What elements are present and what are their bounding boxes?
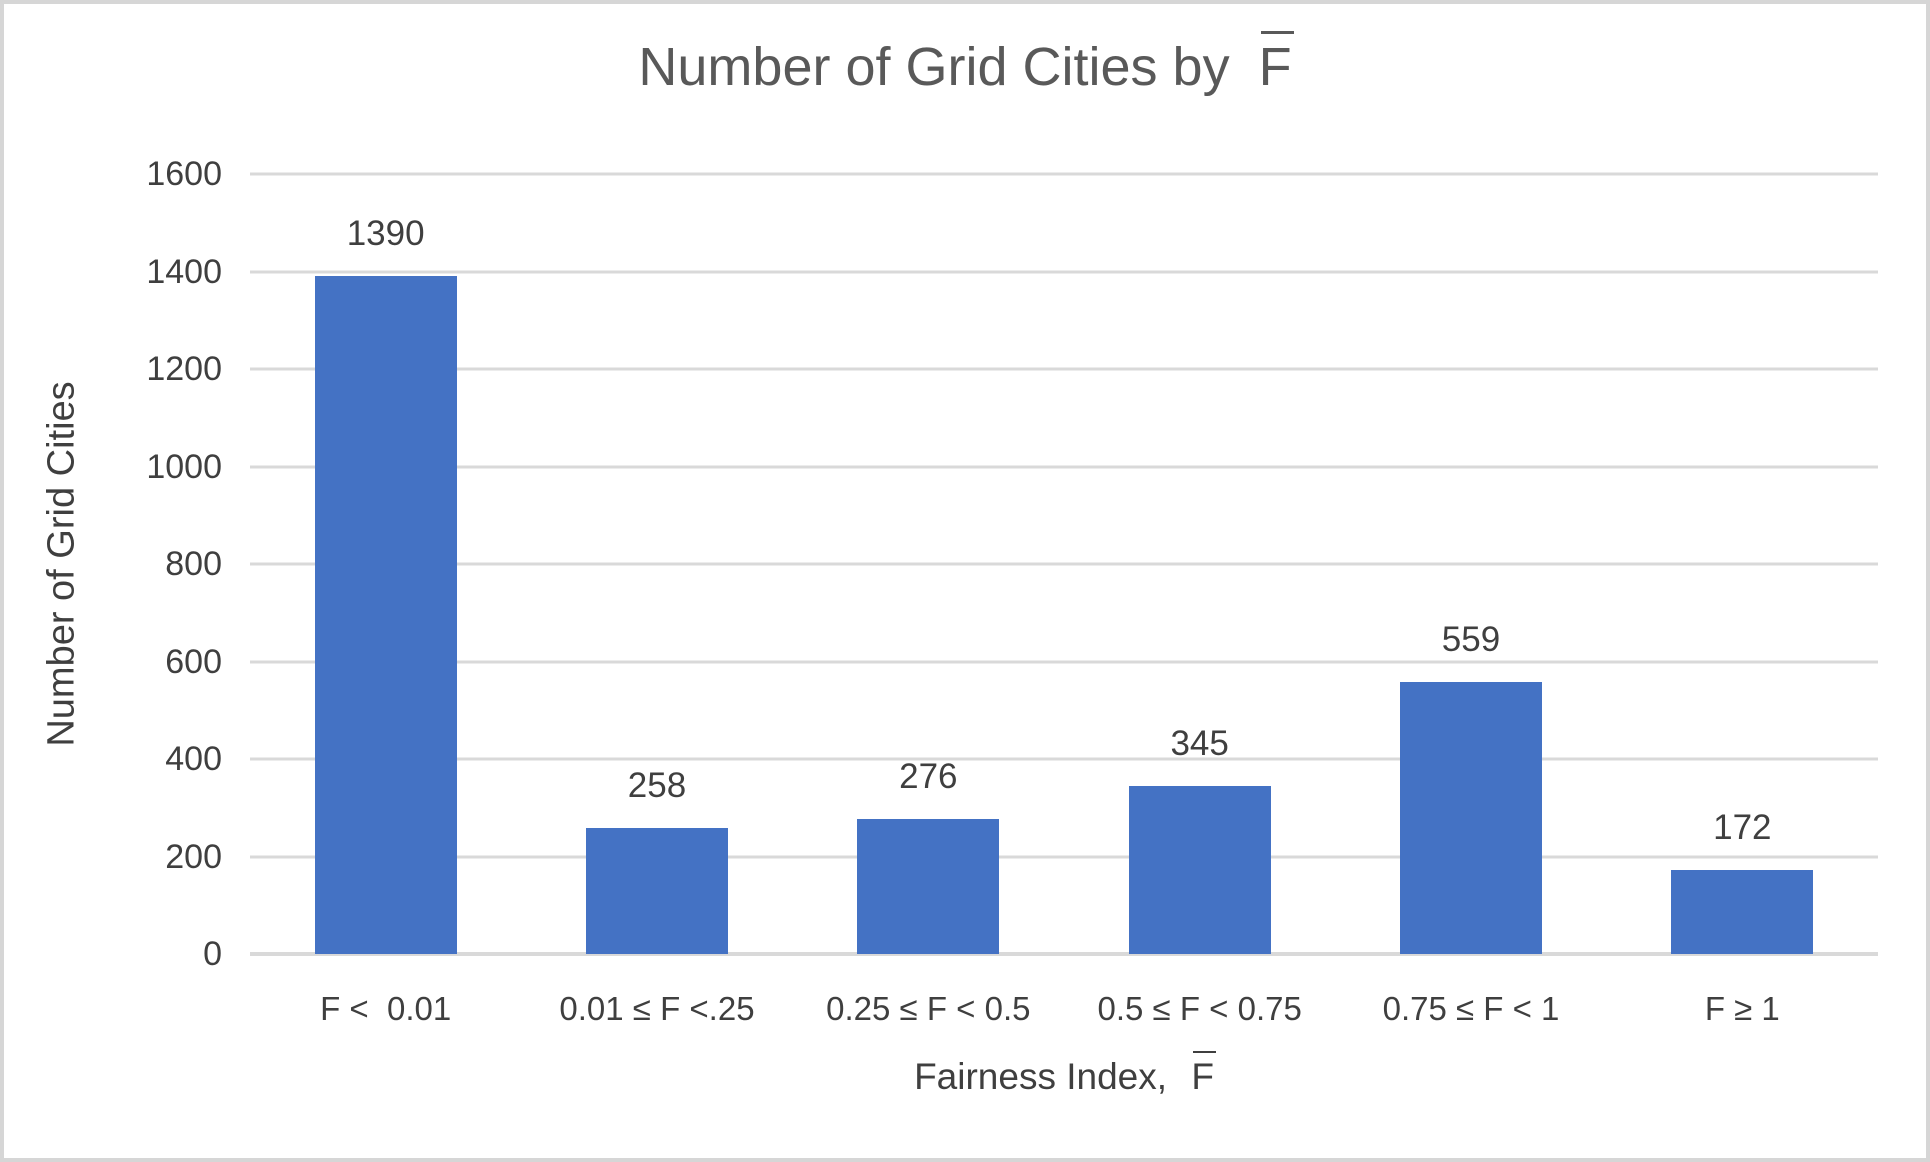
x-category-label: 0.25 ≤ F < 0.5 bbox=[826, 990, 1031, 1027]
f-bar-symbol: F bbox=[1258, 30, 1295, 97]
gridline bbox=[250, 757, 1878, 761]
bar-4 bbox=[1128, 785, 1271, 954]
y-tick-label: 1200 bbox=[146, 350, 222, 388]
y-tick-label: 0 bbox=[203, 935, 222, 973]
y-tick-label: 800 bbox=[165, 545, 222, 583]
y-tick-label: 600 bbox=[165, 642, 222, 681]
bar-5 bbox=[1400, 681, 1542, 954]
x-axis-line bbox=[250, 952, 1878, 956]
gridline bbox=[250, 660, 1878, 663]
bar-value-label: 559 bbox=[1441, 619, 1501, 659]
bar-value-label: 345 bbox=[1170, 723, 1229, 763]
bar-value-label: 258 bbox=[627, 766, 687, 806]
chart-title-text: Number of Grid Cities by bbox=[638, 37, 1245, 97]
bar-6 bbox=[1671, 870, 1814, 954]
bar-2 bbox=[586, 828, 728, 954]
bar-3 bbox=[857, 819, 1000, 954]
plot-area: 1390 258 276 345 559 172 bbox=[250, 172, 1878, 956]
gridline bbox=[250, 465, 1878, 468]
y-tick-label: 400 bbox=[165, 740, 222, 778]
x-category-label: F < 0.01 bbox=[320, 990, 452, 1027]
gridline bbox=[250, 270, 1878, 273]
y-tick-label: 1600 bbox=[146, 155, 222, 193]
bar-value-label: 1390 bbox=[346, 214, 425, 254]
bar-value-label: 172 bbox=[1713, 808, 1772, 848]
y-axis-tick-labels: 0 200 400 600 800 1000 1200 1400 1600 bbox=[4, 155, 222, 973]
bar-1 bbox=[314, 276, 457, 954]
gridline bbox=[250, 367, 1878, 371]
chart-title: Number of Grid Cities by F bbox=[4, 30, 1926, 98]
bar-value-label: 276 bbox=[899, 757, 958, 797]
x-category-label: 0.01 ≤ F <.25 bbox=[559, 990, 755, 1027]
x-axis-title-text: Fairness Index, bbox=[914, 1056, 1178, 1097]
y-tick-label: 200 bbox=[165, 837, 222, 876]
y-tick-label: 1000 bbox=[146, 447, 222, 486]
y-tick-label: 1400 bbox=[146, 252, 222, 291]
gridline bbox=[250, 562, 1878, 566]
f-bar-symbol: F bbox=[1191, 1050, 1216, 1097]
x-category-label: F ≥ 1 bbox=[1704, 990, 1780, 1027]
x-axis-category-labels: F < 0.01 0.01 ≤ F <.25 0.25 ≤ F < 0.5 0.5 ≤… bbox=[250, 986, 1878, 1032]
x-category-label: 0.5 ≤ F < 0.75 bbox=[1097, 990, 1302, 1027]
x-axis-title: Fairness Index, F bbox=[250, 1050, 1878, 1098]
gridline bbox=[250, 855, 1878, 858]
x-category-label: 0.75 ≤ F < 1 bbox=[1382, 990, 1560, 1027]
gridline bbox=[250, 172, 1878, 176]
